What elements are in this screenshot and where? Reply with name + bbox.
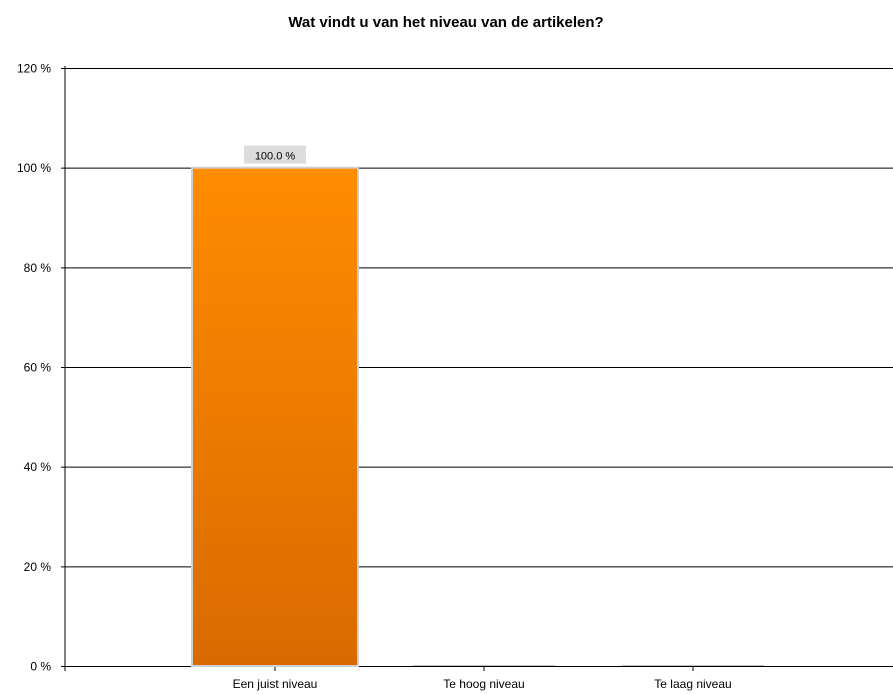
data-label-background [244, 145, 306, 164]
y-tick-label: 80 % [24, 261, 52, 275]
y-tick-label: 40 % [24, 460, 52, 474]
data-label: 100.0 % [255, 151, 296, 163]
x-category-label: Een juist niveau [233, 677, 318, 691]
chart-title: Wat vindt u van het niveau van de artike… [288, 14, 603, 31]
bar [191, 166, 359, 668]
bar [622, 665, 764, 666]
y-tick-label: 0 % [30, 660, 51, 674]
x-category-label: Te hoog niveau [443, 677, 524, 691]
y-tick-label: 60 % [24, 361, 52, 375]
y-tick-label: 20 % [24, 560, 52, 574]
bar [413, 665, 555, 666]
y-tick-label: 100 % [17, 161, 51, 175]
x-category-label: Te laag niveau [654, 677, 731, 691]
y-tick-label: 120 % [17, 62, 51, 76]
